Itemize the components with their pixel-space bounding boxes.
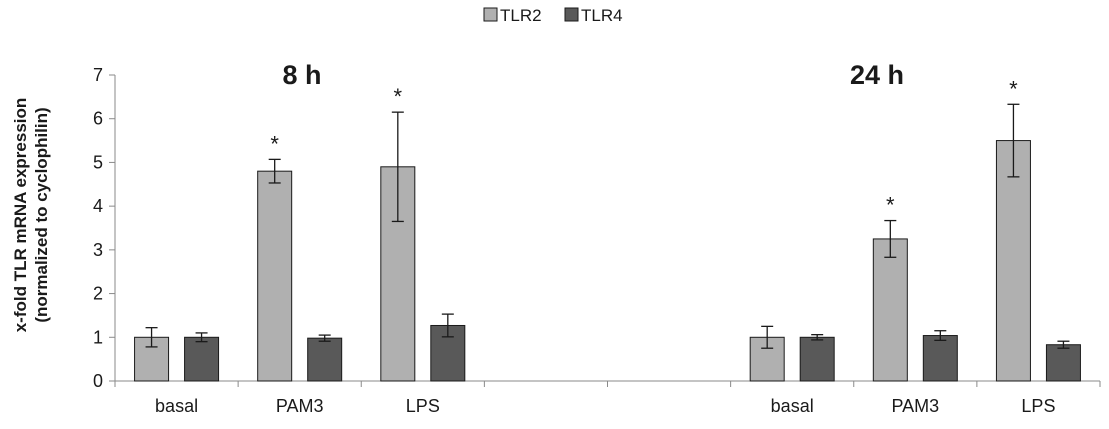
bar-tlr2 xyxy=(257,170,293,382)
y-tick-label: 7 xyxy=(93,65,103,85)
bar-tlr4 xyxy=(799,336,835,382)
legend-swatch-tlr2 xyxy=(483,7,498,22)
bars xyxy=(134,140,1081,382)
y-tick-label: 6 xyxy=(93,109,103,129)
category-label: LPS xyxy=(406,396,440,416)
legend-swatch-tlr4 xyxy=(564,7,579,22)
error-bars xyxy=(145,103,1070,349)
category-label: basal xyxy=(155,396,198,416)
bar-tlr4 xyxy=(1045,344,1081,382)
group-label-24h: 24 h xyxy=(850,60,904,90)
category-label: PAM3 xyxy=(276,396,324,416)
y-axis-title: x-fold TLR mRNA expression (normalized t… xyxy=(11,98,51,333)
y-tick-label: 2 xyxy=(93,284,103,304)
y-tick-label: 5 xyxy=(93,152,103,172)
category-label: PAM3 xyxy=(891,396,939,416)
y-tick-label: 0 xyxy=(93,371,103,391)
bar-tlr2 xyxy=(995,140,1031,382)
bar-tlr2 xyxy=(749,336,785,382)
significance-star: * xyxy=(886,193,895,218)
y-tick-label: 3 xyxy=(93,240,103,260)
y-tick-label: 1 xyxy=(93,327,103,347)
category-label: LPS xyxy=(1021,396,1055,416)
category-label: basal xyxy=(771,396,814,416)
category-labels: basal PAM3 LPS basal PAM3 LPS xyxy=(155,396,1055,416)
significance-star: * xyxy=(1009,76,1018,101)
group-label-8h: 8 h xyxy=(282,60,321,90)
bar-tlr4 xyxy=(184,336,220,382)
legend-label-tlr2: TLR2 xyxy=(500,6,542,25)
bar-tlr4 xyxy=(307,337,343,382)
significance-star: * xyxy=(394,84,403,109)
significance-markers: * * * * xyxy=(270,76,1018,217)
significance-star: * xyxy=(270,131,279,156)
legend-label-tlr4: TLR4 xyxy=(581,6,623,25)
y-axis-label-line1: x-fold TLR mRNA expression xyxy=(11,98,30,333)
y-axis-label-line2: (normalized to cyclophilin) xyxy=(32,107,51,322)
legend: TLR2 TLR4 xyxy=(483,6,623,25)
bar-tlr4 xyxy=(922,335,958,382)
y-tick-label: 4 xyxy=(93,196,103,216)
bar-tlr2 xyxy=(872,238,908,382)
